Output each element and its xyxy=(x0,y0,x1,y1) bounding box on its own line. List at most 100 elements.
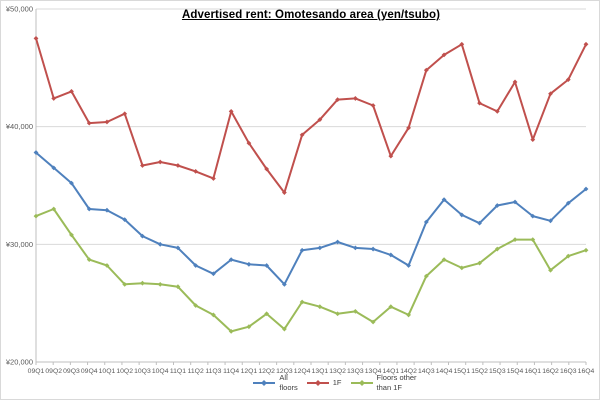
x-axis-tick-label: 14Q2 xyxy=(400,368,417,375)
x-axis-tick-label: 12Q4 xyxy=(294,368,311,375)
x-axis-tick-label: 13Q2 xyxy=(329,368,346,375)
x-axis-tick-label: 14Q3 xyxy=(418,368,435,375)
data-point-floors-other-than-1f xyxy=(423,273,429,279)
x-axis-tick-label: 14Q1 xyxy=(383,368,400,375)
data-point-all-floors xyxy=(86,206,92,212)
data-point-all-floors xyxy=(51,165,57,171)
data-point-1f xyxy=(530,137,536,143)
data-point-1f xyxy=(157,159,163,165)
data-point-1f xyxy=(352,96,358,101)
data-point-all-floors xyxy=(228,257,234,263)
data-point-all-floors xyxy=(548,218,553,224)
data-point-1f xyxy=(86,120,92,126)
data-point-floors-other-than-1f xyxy=(583,247,589,253)
data-point-floors-other-than-1f xyxy=(352,309,358,314)
data-point-floors-other-than-1f xyxy=(157,281,163,287)
legend-swatch-icon xyxy=(253,379,276,386)
x-axis-tick-label: 16Q2 xyxy=(542,368,559,375)
data-point-1f xyxy=(69,88,74,94)
x-axis-tick-label: 13Q3 xyxy=(347,368,364,375)
x-axis-tick-label: 15Q1 xyxy=(453,368,470,375)
legend-label: 1F xyxy=(332,377,342,387)
x-axis-tick-label: 12Q1 xyxy=(241,368,258,375)
data-point-1f xyxy=(193,168,199,174)
x-axis-tick-label: 10Q1 xyxy=(99,368,116,375)
data-point-all-floors xyxy=(175,245,181,251)
data-point-floors-other-than-1f xyxy=(299,299,305,305)
data-point-all-floors xyxy=(565,200,571,206)
data-point-floors-other-than-1f xyxy=(512,237,518,243)
data-point-all-floors xyxy=(317,245,323,251)
data-point-1f xyxy=(459,41,465,47)
data-point-1f xyxy=(494,108,500,114)
data-point-all-floors xyxy=(122,217,128,223)
data-point-1f xyxy=(175,163,181,168)
data-point-all-floors xyxy=(281,281,287,287)
data-point-floors-other-than-1f xyxy=(477,260,482,266)
data-point-all-floors xyxy=(299,247,305,253)
x-axis-tick-label: 09Q2 xyxy=(45,368,62,375)
x-axis-tick-label: 16Q1 xyxy=(524,368,541,375)
data-point-all-floors xyxy=(211,271,216,277)
data-point-all-floors xyxy=(406,263,411,268)
data-point-1f xyxy=(122,111,128,117)
data-point-floors-other-than-1f xyxy=(406,312,411,318)
x-axis-tick-label: 15Q2 xyxy=(471,368,488,375)
x-axis-tick-label: 12Q3 xyxy=(276,368,293,375)
data-point-1f xyxy=(228,108,234,114)
data-point-floors-other-than-1f xyxy=(69,232,74,238)
data-point-all-floors xyxy=(459,212,465,218)
data-point-floors-other-than-1f xyxy=(211,312,216,318)
data-point-all-floors xyxy=(530,213,536,219)
legend-item-floors-other-than-1f: Floors other than 1F xyxy=(350,373,417,393)
data-point-floors-other-than-1f xyxy=(565,253,571,259)
data-point-all-floors xyxy=(33,150,39,155)
data-point-1f xyxy=(335,97,341,103)
data-point-all-floors xyxy=(335,239,341,245)
data-point-all-floors xyxy=(157,241,163,247)
data-point-all-floors xyxy=(104,207,110,213)
x-axis-tick-label: 10Q2 xyxy=(116,368,133,375)
data-point-floors-other-than-1f xyxy=(193,303,199,308)
data-point-floors-other-than-1f xyxy=(335,311,341,317)
data-point-1f xyxy=(299,132,305,138)
series-line-all-floors xyxy=(35,151,587,286)
data-point-all-floors xyxy=(512,199,518,205)
data-point-all-floors xyxy=(423,219,429,225)
x-axis-tick-label: 10Q3 xyxy=(134,368,151,375)
x-axis-tick-label: 14Q4 xyxy=(436,368,453,375)
x-axis-tick-label: 15Q3 xyxy=(489,368,506,375)
data-point-all-floors xyxy=(246,261,252,267)
data-point-1f xyxy=(246,140,252,146)
data-point-1f xyxy=(512,79,518,85)
data-point-all-floors xyxy=(193,263,199,268)
data-point-floors-other-than-1f xyxy=(459,265,465,271)
data-point-floors-other-than-1f xyxy=(104,263,110,268)
x-axis-tick-label: 15Q4 xyxy=(507,368,524,375)
y-axis-tick-label: ¥40,000 xyxy=(6,122,33,131)
data-point-all-floors xyxy=(264,263,270,268)
data-point-1f xyxy=(565,77,571,82)
data-point-floors-other-than-1f xyxy=(86,257,92,263)
x-axis-tick-label: 11Q3 xyxy=(205,368,221,375)
x-axis-tick-label: 10Q4 xyxy=(152,368,169,375)
x-axis-tick-label: 11Q1 xyxy=(170,368,186,375)
legend-item-1f: 1F xyxy=(306,377,342,388)
legend-label: All floors xyxy=(279,373,298,392)
data-point-floors-other-than-1f xyxy=(246,324,252,330)
data-point-floors-other-than-1f xyxy=(140,280,145,286)
data-point-1f xyxy=(211,176,216,181)
data-point-1f xyxy=(583,41,589,47)
data-point-1f xyxy=(104,119,110,125)
data-point-floors-other-than-1f xyxy=(51,206,57,212)
data-point-1f xyxy=(317,117,323,123)
data-point-all-floors xyxy=(583,186,589,192)
data-point-floors-other-than-1f xyxy=(494,246,500,252)
legend-label: Floors other than 1F xyxy=(376,373,417,392)
legend-swatch-icon xyxy=(306,379,329,386)
data-point-1f xyxy=(477,100,482,106)
data-point-floors-other-than-1f xyxy=(281,326,287,332)
data-point-floors-other-than-1f xyxy=(228,329,234,334)
